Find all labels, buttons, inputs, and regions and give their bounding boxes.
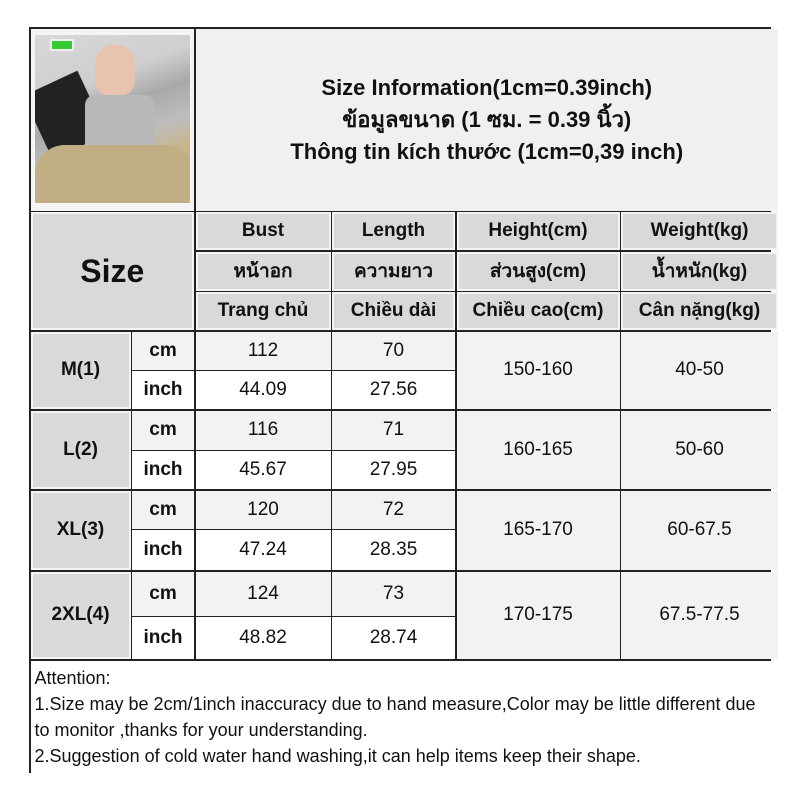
product-photo (34, 34, 190, 203)
header-length-vi: Chiều dài (332, 292, 455, 330)
unit-cm: cm (132, 331, 194, 370)
size-label-l: L(2) (30, 410, 131, 489)
weight-range: 60-67.5 (621, 490, 778, 570)
unit-inch: inch (132, 617, 194, 659)
header-height-th: ส่วนสูง(cm) (456, 251, 620, 291)
bust-inch: 44.09 (195, 371, 331, 409)
unit-inch: inch (132, 451, 194, 489)
title-english: Size Information(1cm=0.39inch) (321, 74, 653, 100)
size-label-xl: XL(3) (30, 490, 131, 570)
length-cm: 73 (332, 571, 455, 616)
header-length-th: ความยาว (332, 251, 455, 291)
length-cm: 72 (332, 490, 455, 529)
header-height-vi: Chiều cao(cm) (456, 292, 620, 330)
header-bust-th: หน้าอก (195, 251, 331, 291)
header-weight-en: Weight(kg) (621, 212, 778, 250)
size-info-title: Size Information(1cm=0.39inch) ข้อมูลขนา… (195, 28, 778, 211)
bust-cm: 112 (195, 331, 331, 370)
length-inch: 28.35 (332, 530, 455, 570)
weight-range: 67.5-77.5 (621, 571, 778, 659)
bust-inch: 45.67 (195, 451, 331, 489)
length-cm: 70 (332, 331, 455, 370)
height-range: 160-165 (456, 410, 620, 489)
unit-cm: cm (132, 410, 194, 450)
bust-cm: 120 (195, 490, 331, 529)
bust-cm: 116 (195, 410, 331, 450)
length-inch: 28.74 (332, 617, 455, 659)
unit-inch: inch (132, 530, 194, 570)
title-vietnamese: Thông tin kích thước (1cm=0,39 inch) (290, 138, 684, 164)
weight-range: 40-50 (621, 331, 778, 409)
product-photo-cell (30, 28, 194, 211)
header-length-en: Length (332, 212, 455, 250)
title-thai: ข้อมูลขนาด (1 ซม. = 0.39 นิ้ว) (342, 106, 632, 132)
attention-notes: Attention: 1.Size may be 2cm/1inch inacc… (30, 660, 778, 789)
weight-range: 50-60 (621, 410, 778, 489)
height-range: 170-175 (456, 571, 620, 659)
header-bust-vi: Trang chủ (195, 292, 331, 330)
header-height-en: Height(cm) (456, 212, 620, 250)
length-inch: 27.56 (332, 371, 455, 409)
size-label-2xl: 2XL(4) (30, 571, 131, 659)
attention-note-1: 1.Size may be 2cm/1inch inaccuracy due t… (34, 693, 756, 740)
header-weight-vi: Cân nặng(kg) (621, 292, 778, 330)
height-range: 150-160 (456, 331, 620, 409)
height-range: 165-170 (456, 490, 620, 570)
header-bust-en: Bust (195, 212, 331, 250)
unit-cm: cm (132, 490, 194, 529)
size-header: Size (30, 212, 194, 330)
size-label-m: M(1) (30, 331, 131, 409)
bust-inch: 48.82 (195, 617, 331, 659)
header-weight-th: น้ำหนัก(kg) (621, 251, 778, 291)
attention-heading: Attention: (34, 667, 111, 688)
length-inch: 27.95 (332, 451, 455, 489)
length-cm: 71 (332, 410, 455, 450)
bust-cm: 124 (195, 571, 331, 616)
attention-note-2: 2.Suggestion of cold water hand washing,… (34, 745, 641, 766)
bust-inch: 47.24 (195, 530, 331, 570)
unit-inch: inch (132, 371, 194, 409)
unit-cm: cm (132, 571, 194, 616)
size-chart-table: Size Information(1cm=0.39inch) ข้อมูลขนา… (29, 27, 778, 789)
